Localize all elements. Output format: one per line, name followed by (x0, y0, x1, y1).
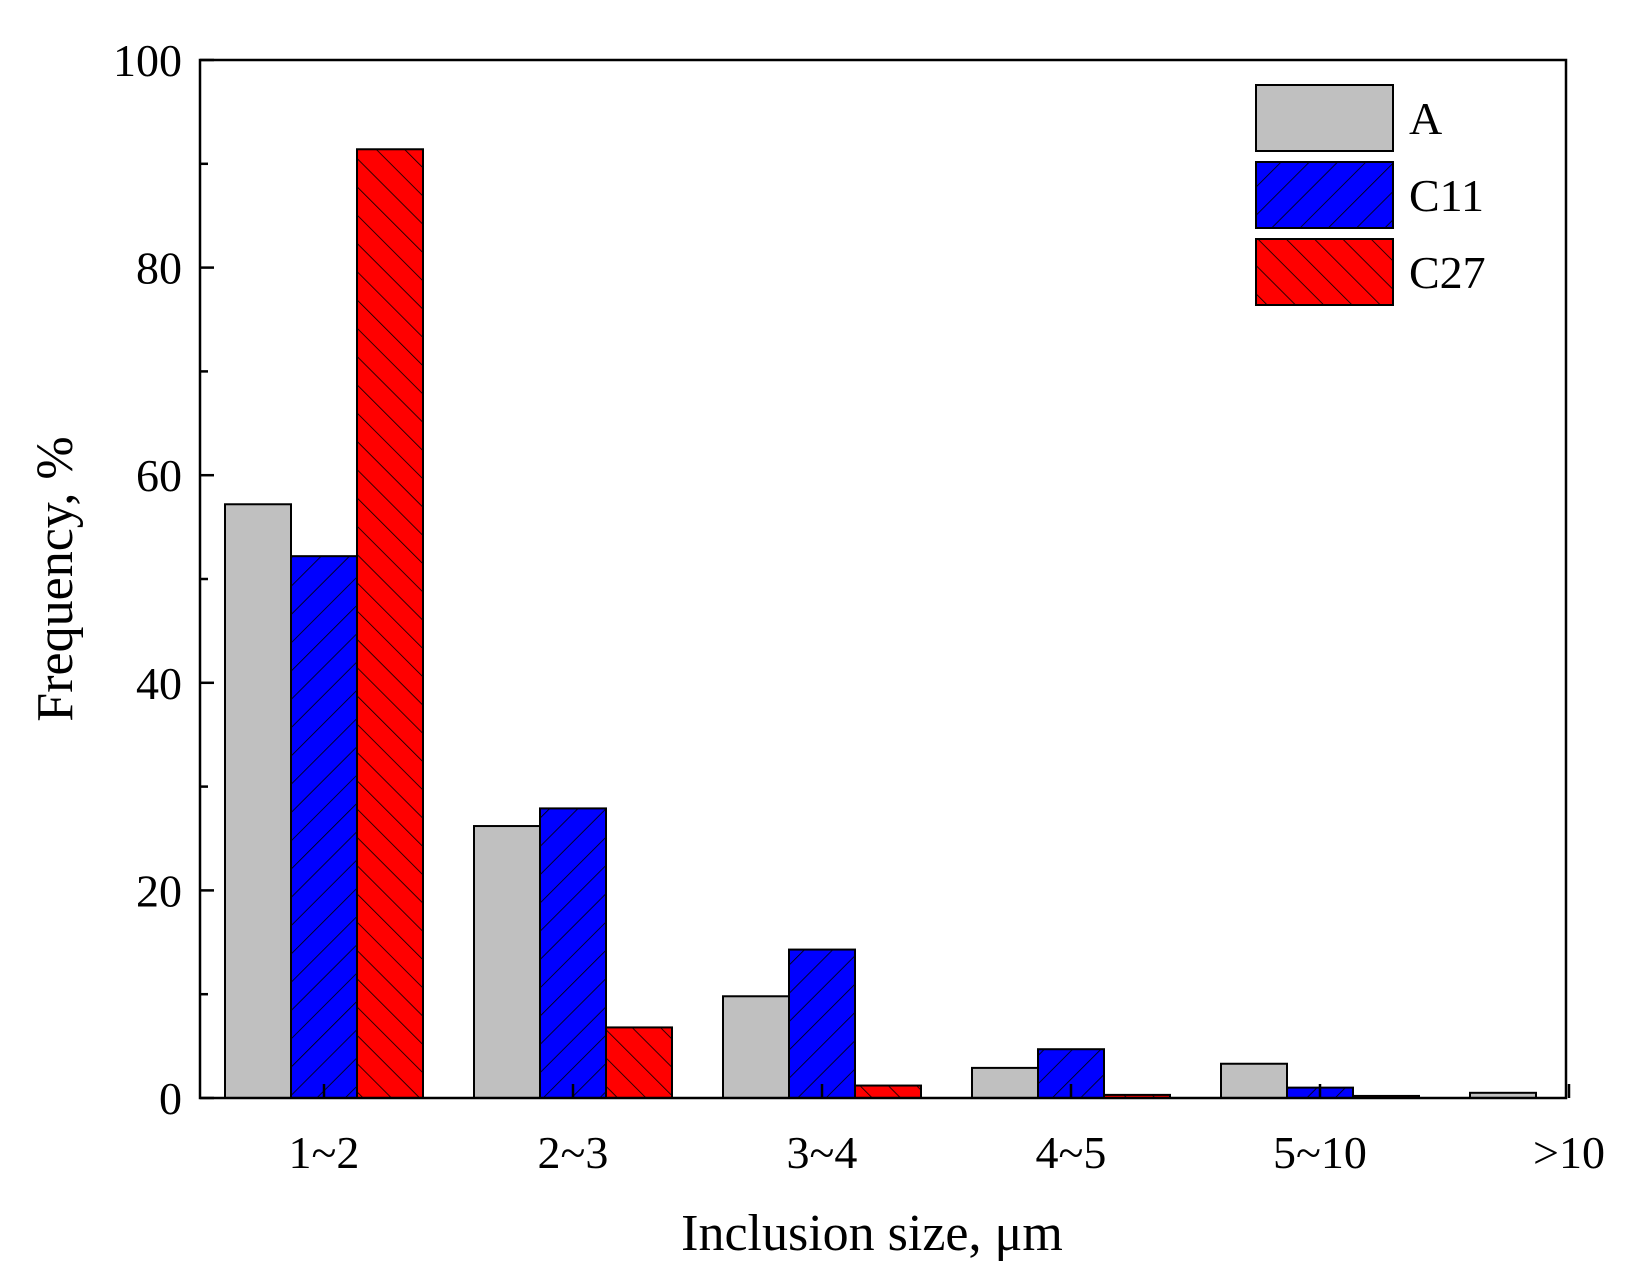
y-tick-label: 0 (159, 1073, 182, 1124)
y-tick-label: 60 (136, 450, 182, 501)
legend-item-a: A (1255, 84, 1442, 152)
legend-label: A (1409, 93, 1442, 144)
bar-fill (722, 995, 790, 1099)
legend-swatch-hatch (1256, 239, 1393, 305)
bar-a-2 (722, 995, 790, 1099)
bar-c11-2 (788, 948, 856, 1099)
x-tick-label: >10 (1533, 1127, 1605, 1178)
legend: A C11 C27 (1255, 84, 1486, 306)
bar-hatch (606, 1027, 672, 1098)
bar-c11-0 (290, 555, 358, 1099)
legend-swatch (1255, 84, 1394, 152)
legend-item-c27: C27 (1255, 238, 1486, 306)
x-tick-label: 2~3 (538, 1127, 609, 1178)
legend-label: C27 (1409, 247, 1486, 298)
bar-c11-1 (539, 807, 607, 1099)
legend-label: C11 (1409, 170, 1484, 221)
legend-item-c11: C11 (1255, 161, 1484, 229)
bar-a-3 (971, 1066, 1039, 1099)
bar-hatch (1104, 1094, 1170, 1098)
bar-a-1 (473, 825, 541, 1099)
x-tick-label: 5~10 (1273, 1127, 1367, 1178)
bar-hatch (357, 149, 423, 1098)
bar-fill (1220, 1062, 1288, 1099)
bar-c27-1 (605, 1026, 673, 1100)
y-tick-label: 100 (113, 35, 182, 86)
bar-hatch (291, 556, 357, 1098)
x-axis-title: Inclusion size, μm (681, 1205, 1063, 1262)
bar-a-0 (224, 503, 292, 1100)
y-tick-label: 40 (136, 658, 182, 709)
ticks-layer: 0 20 40 60 80 100 1~2 2~3 3~4 4~5 5~10 >10 (113, 35, 1605, 1178)
bar-c27-2 (854, 1084, 922, 1099)
bar-a-4 (1220, 1062, 1288, 1099)
y-axis-title: Frequency, % (27, 436, 84, 721)
plot-frame (198, 58, 1568, 1100)
bar-c27-0 (356, 148, 424, 1099)
bar-fill (473, 825, 541, 1099)
bar-fill (224, 503, 292, 1100)
x-tick-label: 3~4 (787, 1127, 858, 1178)
bar-hatch (789, 949, 855, 1098)
bar-hatch (855, 1085, 921, 1098)
y-tick-label: 80 (136, 243, 182, 294)
x-tick-label: 1~2 (289, 1127, 360, 1178)
bars-layer (224, 148, 1537, 1100)
x-tick-label: 4~5 (1036, 1127, 1107, 1178)
bar-hatch (540, 808, 606, 1098)
legend-swatch-hatch (1256, 162, 1393, 228)
y-tick-label: 20 (136, 865, 182, 916)
bar-fill (971, 1066, 1039, 1099)
